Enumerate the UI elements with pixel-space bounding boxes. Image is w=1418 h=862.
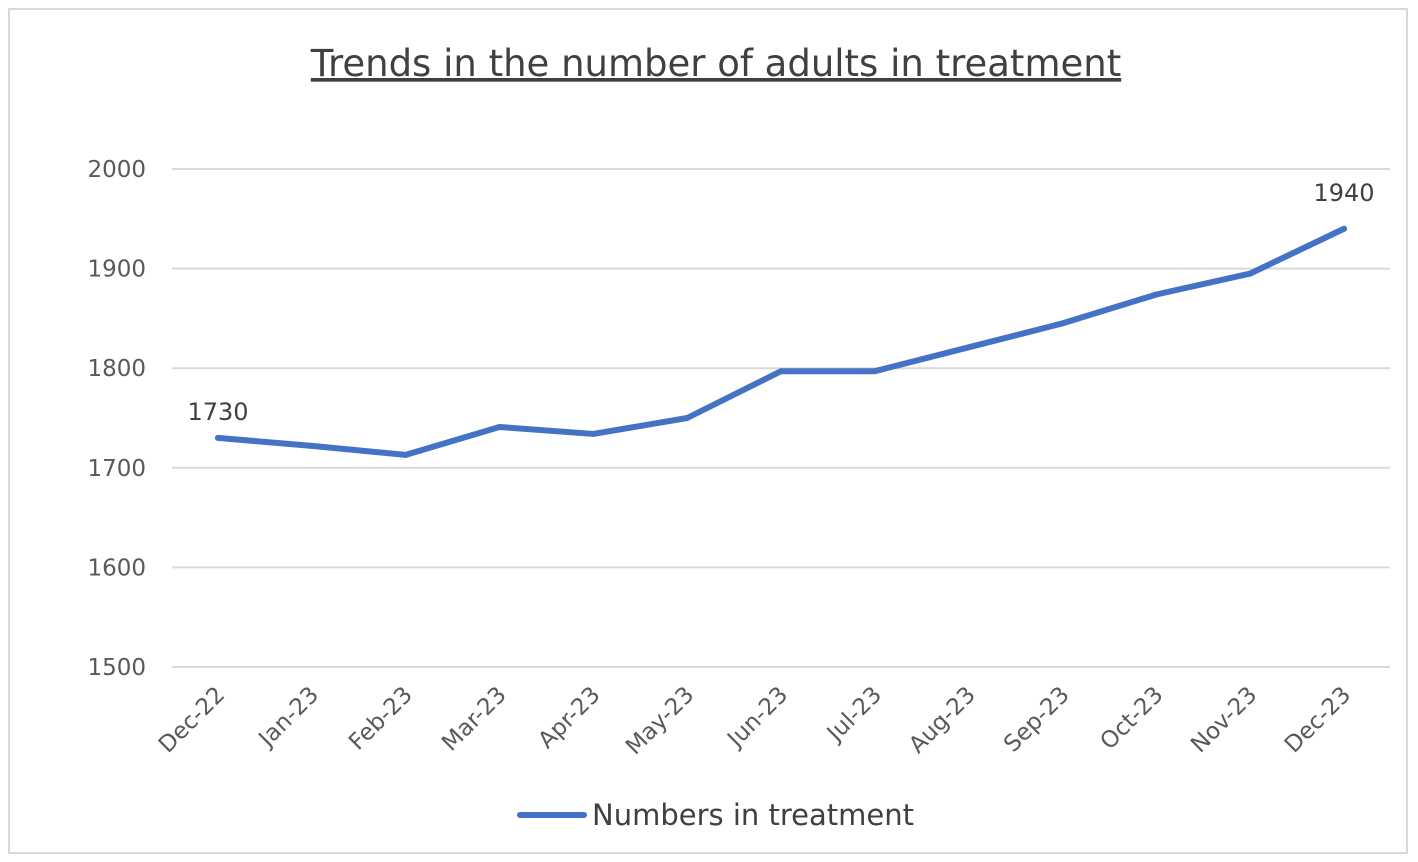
gridlines bbox=[172, 168, 1390, 668]
data-point bbox=[1341, 225, 1347, 232]
chart-frame bbox=[8, 8, 1408, 854]
data-point bbox=[871, 368, 878, 375]
data-label-last: 1940 bbox=[1313, 179, 1374, 207]
x-tick-label: Feb-23 bbox=[344, 682, 418, 756]
y-tick-label: 1900 bbox=[87, 257, 146, 283]
series-group bbox=[215, 225, 1347, 458]
y-tick-label: 1800 bbox=[87, 356, 146, 382]
x-tick-label: Jul-23 bbox=[821, 682, 887, 748]
data-point bbox=[402, 451, 409, 458]
x-tick-label: Nov-23 bbox=[1186, 682, 1262, 758]
y-tick-label: 1700 bbox=[87, 456, 146, 482]
y-tick-label: 1600 bbox=[87, 555, 146, 581]
y-tick-label: 2000 bbox=[87, 157, 146, 183]
x-tick-label: Aug-23 bbox=[904, 682, 981, 759]
data-labels: 1730 1940 bbox=[187, 179, 1374, 426]
series-line bbox=[215, 225, 1347, 458]
chart-title: Trends in the number of adults in treatm… bbox=[310, 42, 1121, 85]
data-point bbox=[1059, 320, 1066, 327]
data-point bbox=[496, 423, 503, 430]
x-tick-label: May-23 bbox=[621, 682, 699, 760]
x-tick-label: Dec-23 bbox=[1280, 682, 1356, 758]
x-axis-ticks: Dec-22 Jan-23 Feb-23 Mar-23 Apr-23 May-23 Jun-… bbox=[154, 682, 1356, 760]
data-point bbox=[965, 344, 972, 351]
x-tick-label: Sep-23 bbox=[999, 682, 1075, 758]
x-tick-label: Jan-23 bbox=[253, 682, 324, 753]
x-tick-label: Oct-23 bbox=[1096, 682, 1169, 755]
x-tick-label: Apr-23 bbox=[534, 682, 606, 754]
y-tick-label: 1500 bbox=[87, 655, 146, 681]
x-tick-label: Jun-23 bbox=[721, 682, 793, 754]
legend: Numbers in treatment bbox=[517, 798, 914, 832]
data-point bbox=[778, 368, 784, 375]
data-label-first: 1730 bbox=[187, 398, 248, 426]
x-tick-label: Dec-22 bbox=[154, 682, 230, 758]
data-point bbox=[684, 415, 691, 421]
data-point bbox=[1153, 291, 1160, 298]
legend-label: Numbers in treatment bbox=[592, 798, 914, 832]
data-point bbox=[215, 434, 221, 441]
data-point bbox=[308, 442, 315, 449]
y-axis-ticks: 1500 1600 1700 1800 1900 2000 bbox=[87, 157, 146, 681]
data-point bbox=[590, 430, 597, 437]
x-tick-label: Mar-23 bbox=[437, 682, 512, 757]
data-point bbox=[1247, 270, 1254, 277]
